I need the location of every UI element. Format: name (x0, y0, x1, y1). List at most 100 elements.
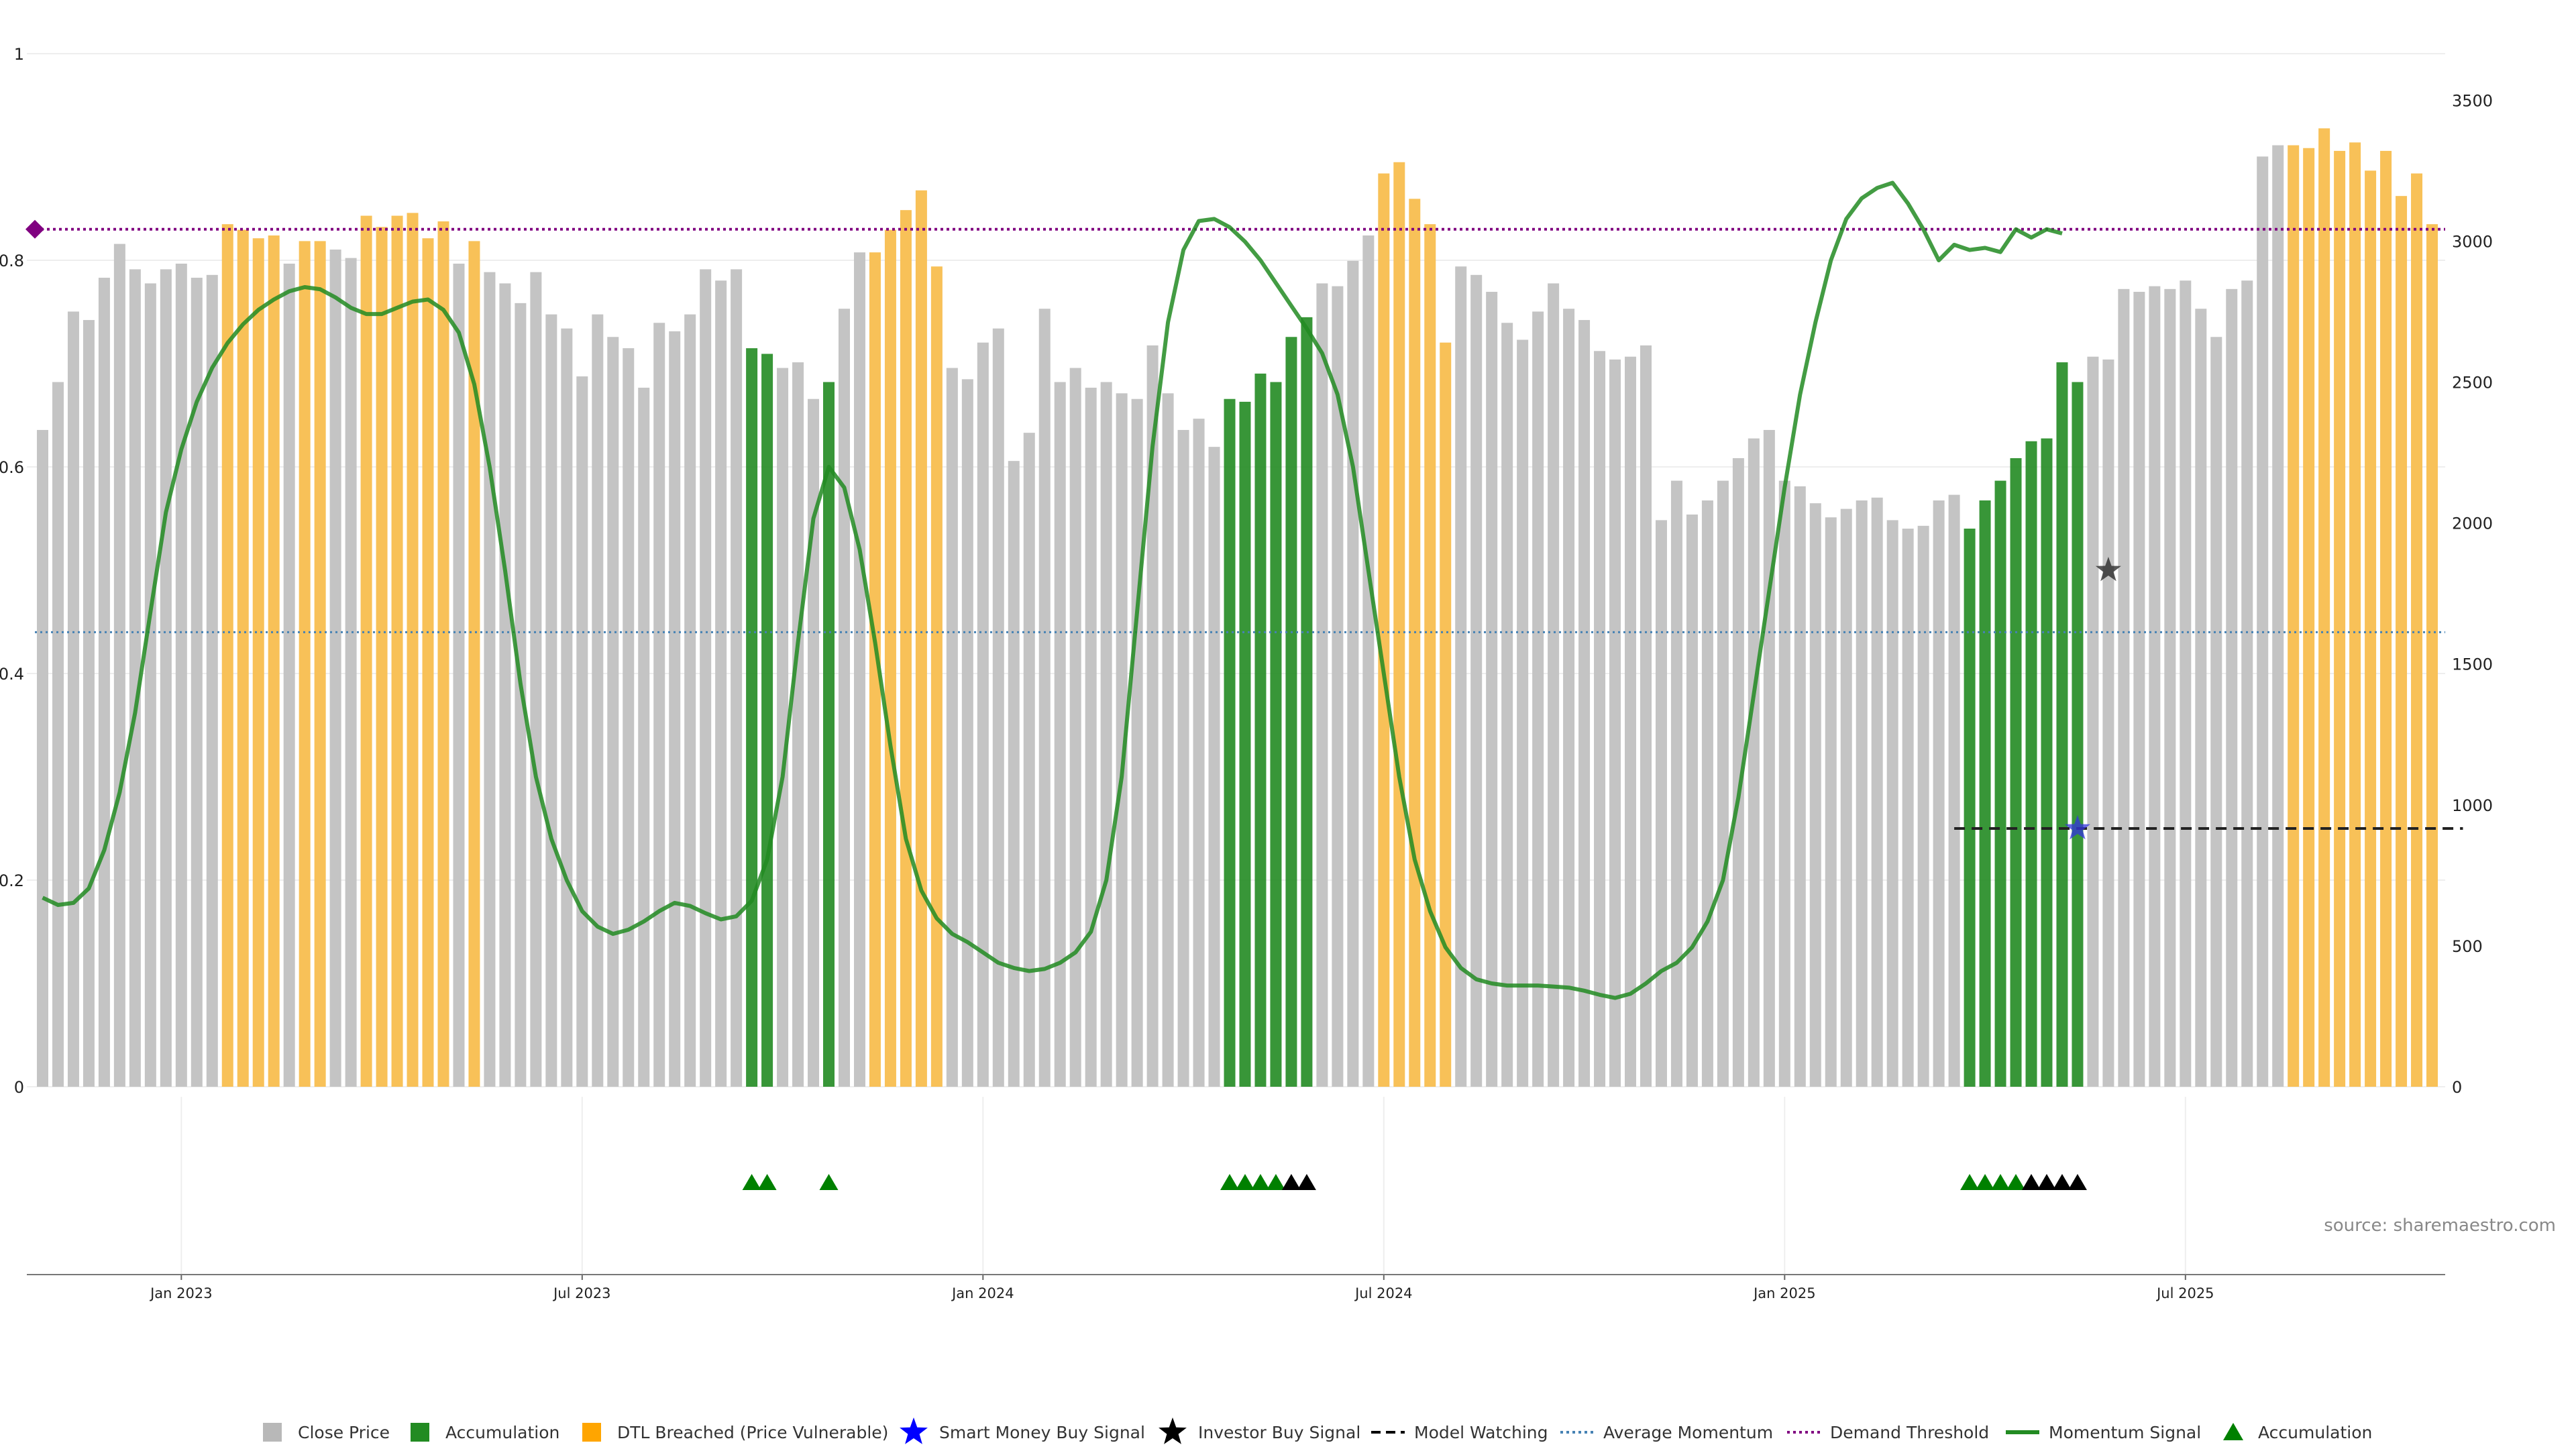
investor-signal-triangle (2052, 1174, 2072, 1190)
close-price-bar (1362, 235, 1375, 1087)
close-price-bar (1933, 500, 1945, 1087)
investor-signal-triangle (2037, 1174, 2056, 1190)
close-price-bar (1917, 525, 1929, 1087)
accumulation-signal-triangle (1266, 1174, 1285, 1190)
dtl-breached-bar (437, 221, 449, 1087)
close-price-bar (700, 269, 712, 1087)
dtl-breached-bar (2365, 170, 2377, 1087)
close-price-bar (1100, 382, 1112, 1087)
close-price-bar (1332, 286, 1344, 1087)
legend-swatch (411, 1423, 429, 1442)
close-price-bar (576, 376, 588, 1087)
right-axis-tick: 1000 (2452, 796, 2493, 815)
close-price-bar (2087, 356, 2099, 1087)
close-price-bar (1069, 368, 1081, 1087)
legend-label: Accumulation (445, 1423, 559, 1442)
close-price-bar (2241, 280, 2253, 1087)
dtl-breached-bar (1424, 224, 1436, 1087)
investor-signal-triangle (2022, 1174, 2041, 1190)
close-price-bar (592, 314, 604, 1087)
dtl-breached-bar (422, 238, 434, 1087)
dtl-breached-bar (299, 241, 311, 1087)
close-price-bar (1871, 497, 1883, 1087)
close-price-bar (160, 269, 172, 1087)
close-price-bar (329, 250, 341, 1087)
close-price-bar (653, 323, 665, 1087)
dtl-breached-bar (2396, 196, 2408, 1087)
dtl-breached-bar (869, 252, 881, 1087)
close-price-bar (2133, 292, 2145, 1087)
close-price-bar (2226, 288, 2238, 1087)
date-tick-label: Jan 2023 (149, 1285, 213, 1301)
close-price-bar (2118, 288, 2130, 1087)
accumulation-signal-triangle (1991, 1174, 2010, 1190)
close-price-bar (961, 379, 973, 1087)
dtl-breached-bar (221, 224, 233, 1087)
close-price-bar (1501, 323, 1513, 1087)
accumulation-signal-triangle (742, 1174, 761, 1190)
close-price-bar (1038, 309, 1051, 1087)
dtl-breached-bar (1378, 173, 1390, 1087)
close-price-bar (561, 328, 573, 1087)
close-price-bar (2149, 286, 2161, 1087)
date-tick-label: Jul 2023 (552, 1285, 610, 1301)
dtl-breached-bar (2303, 148, 2315, 1087)
legend-star-icon (900, 1417, 928, 1444)
close-price-bar (1532, 311, 1544, 1087)
legend-label: Average Momentum (1603, 1423, 1773, 1442)
dtl-breached-bar (391, 215, 403, 1087)
legend-item: Average Momentum (1560, 1423, 1773, 1442)
left-axis-tick: 0 (14, 1078, 24, 1097)
close-price-bar (853, 252, 865, 1087)
legend-triangle-icon (2223, 1423, 2243, 1440)
accumulation-bar (2072, 382, 2084, 1087)
close-price-bar (684, 314, 696, 1087)
accumulation-bar (1979, 500, 1991, 1087)
close-price-bar (1470, 274, 1483, 1087)
close-price-bar (1717, 480, 1729, 1087)
close-price-bar (669, 331, 681, 1087)
right-axis-tick: 2000 (2452, 515, 2493, 533)
dtl-breached-bar (2334, 150, 2346, 1087)
accumulation-bar (1301, 317, 1313, 1087)
close-price-bar (2257, 156, 2269, 1087)
close-price-bar (1778, 480, 1790, 1087)
dtl-breached-bar (1409, 199, 1421, 1087)
close-price-bar (1886, 520, 1898, 1087)
date-tick-label: Jan 2025 (1752, 1285, 1816, 1301)
accumulation-signal-triangle (1235, 1174, 1254, 1190)
investor-buy-signal-star (2095, 557, 2121, 582)
legend-item: Smart Money Buy Signal (900, 1417, 1145, 1444)
dtl-breached-bar (360, 215, 372, 1087)
close-price-bar (1794, 486, 1806, 1087)
close-price-bar (992, 328, 1004, 1087)
legend-item: DTL Breached (Price Vulnerable) (582, 1423, 888, 1442)
accumulation-signal-triangle (1220, 1174, 1240, 1190)
legend-item: Accumulation (2223, 1423, 2372, 1442)
close-price-bar (792, 362, 804, 1087)
right-axis-tick: 3000 (2452, 232, 2493, 251)
close-price-bar (530, 272, 542, 1087)
date-tick-label: Jul 2025 (2155, 1285, 2214, 1301)
dtl-breached-bar (2288, 145, 2300, 1087)
close-price-bar (1455, 266, 1467, 1087)
smart-money-buy-signal-star (2064, 815, 2090, 840)
dtl-breached-bar (2411, 173, 2423, 1087)
close-price-bar (1085, 387, 1097, 1087)
close-price-bar (1609, 359, 1621, 1087)
close-price-bar (129, 269, 141, 1087)
accumulation-signal-triangle (757, 1174, 777, 1190)
axes: 0 0.2 0.4 0.6 0.8 1 0 500 1000 1500 2000 2500 3000 35… (0, 45, 2493, 1301)
accumulation-bar (761, 354, 773, 1087)
dtl-breached-bar (376, 227, 388, 1087)
legend-item: Demand Threshold (1787, 1423, 1989, 1442)
close-price-bar (638, 387, 650, 1087)
accumulation-bar (746, 348, 758, 1087)
dtl-breached-bar (2349, 142, 2361, 1087)
right-axis-tick: 500 (2452, 937, 2483, 956)
legend-swatch (263, 1423, 282, 1442)
legend-label: Accumulation (2258, 1423, 2372, 1442)
right-axis-tick: 3500 (2452, 91, 2493, 110)
close-price-bar (2180, 280, 2192, 1087)
legend-item: Model Watching (1371, 1423, 1548, 1442)
